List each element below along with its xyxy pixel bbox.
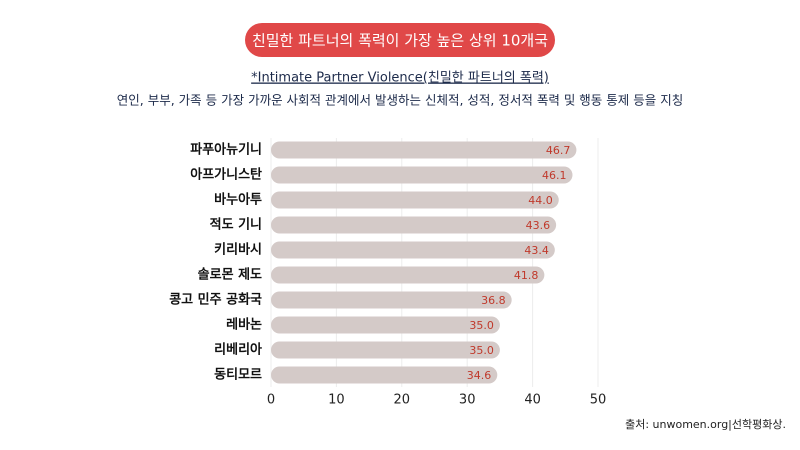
- bar: [271, 191, 559, 209]
- title-pill: [245, 23, 555, 57]
- value-label: 36.8: [481, 294, 506, 307]
- bar: [271, 366, 498, 384]
- bar: [271, 341, 500, 359]
- x-tick-label: 30: [459, 393, 476, 408]
- bar: [271, 316, 500, 334]
- x-tick-label: 10: [328, 393, 345, 408]
- value-label: 43.6: [526, 219, 551, 232]
- value-label: 34.6: [467, 369, 492, 382]
- value-label: 44.0: [528, 194, 553, 207]
- y-tick-label: 키리바시: [214, 242, 262, 258]
- y-tick-label: 리베리아: [214, 342, 262, 358]
- source: 출처: unwomen.org|선학평화상.: [625, 418, 786, 431]
- y-tick-label: 레바논: [226, 317, 262, 333]
- bar: [271, 166, 573, 184]
- value-label: 35.0: [469, 319, 494, 332]
- y-tick-label: 파푸아뉴기니: [190, 142, 262, 158]
- x-tick-label: 0: [267, 393, 275, 408]
- y-tick-label: 아프가니스탄: [190, 167, 262, 183]
- value-label: 43.4: [524, 244, 549, 257]
- value-label: 46.7: [546, 144, 571, 157]
- x-tick-label: 20: [394, 393, 411, 408]
- bar: [271, 216, 557, 234]
- bar: [271, 266, 545, 284]
- x-tick-label: 50: [590, 393, 607, 408]
- y-tick-label: 콩고 민주 공화국: [169, 292, 262, 308]
- y-tick-label: 적도 기니: [210, 217, 262, 233]
- y-tick-label: 바누아투: [214, 192, 262, 208]
- y-tick-label: 동티모르: [214, 367, 262, 383]
- chart-description: 연인, 부부, 가족 등 가장 가까운 사회적 관계에서 발생하는 신체적, 성…: [117, 93, 683, 108]
- x-tick-label: 40: [524, 393, 541, 408]
- bar: [271, 241, 555, 259]
- bar: [271, 291, 512, 309]
- value-label: 35.0: [469, 344, 494, 357]
- value-label: 41.8: [514, 269, 539, 282]
- chart-subtitle: *Intimate Partner Violence(친밀한 파트너의 폭력): [251, 71, 549, 86]
- bar: [271, 141, 577, 159]
- value-label: 46.1: [542, 169, 567, 182]
- chart-title: 친밀한 파트너의 폭력이 가장 높은 상위 10개국: [252, 32, 548, 50]
- y-tick-label: 솔로몬 제도: [198, 268, 262, 283]
